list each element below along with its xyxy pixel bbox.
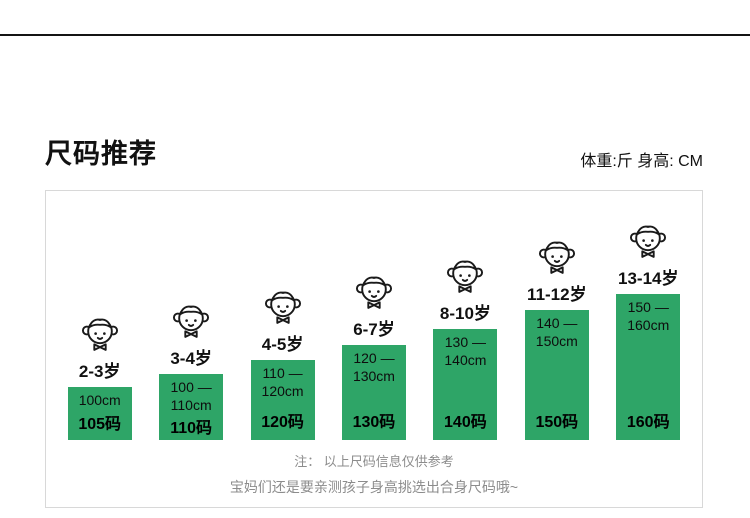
- size-column-4-5: 4-5岁 110 —120cm 120码: [237, 285, 328, 440]
- size-bar: 100cm 105码: [67, 387, 132, 440]
- bars-row: 2-3岁 100cm 105码 3-4岁 100 —110cm 110码: [54, 219, 694, 440]
- child-face-icon: [355, 276, 392, 309]
- size-column-8-10: 8-10岁 130 —140cm 140码: [420, 254, 511, 440]
- size-column-13-14: 13-14岁 150 —160cm 160码: [603, 219, 694, 440]
- child-face-icon: [447, 260, 484, 293]
- size-code: 130码: [352, 414, 396, 431]
- height-range: 140 —150cm: [535, 315, 578, 349]
- size-code: 150码: [535, 414, 579, 431]
- size-column-11-12: 11-12岁 140 —150cm 150码: [511, 235, 602, 440]
- reference-note: 注： 以上尺码信息仅供参考: [294, 454, 454, 469]
- size-bar: 150 —160cm 160码: [616, 294, 681, 440]
- age-label: 3-4岁: [170, 349, 212, 368]
- age-label: 2-3岁: [78, 362, 121, 381]
- age-label: 13-14岁: [618, 269, 679, 288]
- height-range: 130 —140cm: [444, 334, 487, 368]
- child-face-icon: [264, 291, 301, 324]
- page-title: 尺码推荐: [45, 139, 157, 169]
- header: 尺码推荐 体重:斤 身高: CM: [45, 132, 703, 171]
- height-range: 100 —110cm: [170, 379, 212, 413]
- size-bar: 110 —120cm 120码: [250, 360, 315, 440]
- height-range: 100cm: [78, 392, 121, 408]
- height-range: 150 —160cm: [627, 299, 670, 333]
- age-label: 8-10岁: [439, 304, 491, 323]
- child-face-icon: [81, 318, 118, 351]
- top-divider: [0, 34, 750, 36]
- size-code: 110码: [170, 420, 213, 437]
- advice-note: 宝妈们还是要亲测孩子身高挑选出合身尺码哦~: [229, 479, 519, 495]
- size-column-6-7: 6-7岁 120 —130cm 130码: [328, 270, 419, 440]
- size-code: 160码: [626, 414, 670, 431]
- age-label: 4-5岁: [261, 335, 304, 354]
- size-code: 105码: [78, 415, 122, 433]
- size-bar: 140 —150cm 150码: [524, 310, 589, 440]
- age-label: 11-12岁: [527, 285, 587, 304]
- size-column-3-4: 3-4岁 100 —110cm 110码: [145, 299, 236, 440]
- size-bar: 100 —110cm 110码: [159, 374, 224, 440]
- footnotes: 注： 以上尺码信息仅供参考 宝妈们还是要亲测孩子身高挑选出合身尺码哦~: [46, 451, 702, 497]
- height-range: 120 —130cm: [352, 350, 395, 384]
- size-chart: 2-3岁 100cm 105码 3-4岁 100 —110cm 110码: [45, 190, 703, 508]
- size-code: 120码: [261, 414, 304, 431]
- child-face-icon: [538, 241, 575, 274]
- size-bar: 120 —130cm 130码: [341, 345, 406, 440]
- size-bar: 130 —140cm 140码: [433, 329, 498, 440]
- size-column-2-3: 2-3岁 100cm 105码: [54, 312, 145, 440]
- age-label: 6-7岁: [353, 320, 395, 339]
- height-range: 110 —120cm: [261, 365, 304, 399]
- child-face-icon: [630, 225, 667, 258]
- units-legend: 体重:斤 身高: CM: [580, 153, 703, 170]
- child-face-icon: [173, 305, 210, 338]
- size-code: 140码: [444, 414, 487, 431]
